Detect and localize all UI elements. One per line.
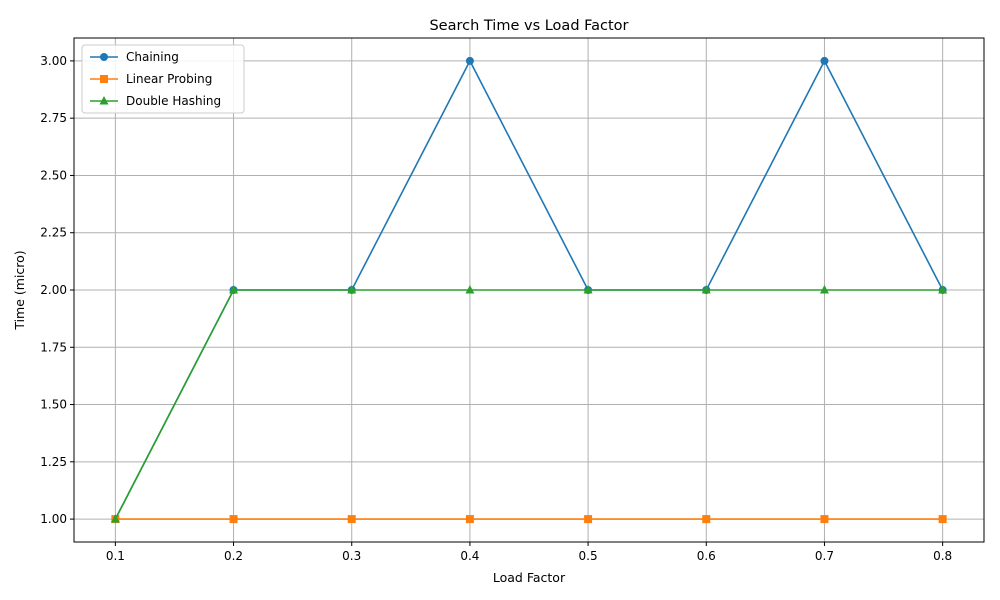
data-point-linear-probing: [229, 515, 238, 524]
y-tick-label: 1.50: [40, 398, 67, 412]
series-layer: [110, 56, 948, 524]
x-tick-label: 0.6: [697, 549, 716, 563]
data-point-double-hashing: [819, 285, 829, 294]
y-tick-label: 2.25: [40, 226, 67, 240]
y-axis: 1.00 1.25 1.50 1.75 2.00 2.25 2.50 2.75 3.00: [40, 54, 74, 526]
data-point-double-hashing: [938, 285, 948, 294]
series-linear-probing: [111, 515, 947, 524]
data-point-double-hashing: [701, 285, 711, 294]
y-tick-label: 2.75: [40, 111, 67, 125]
data-point-double-hashing: [347, 285, 357, 294]
x-axis-label: Load Factor: [493, 570, 566, 585]
data-point-double-hashing: [229, 285, 239, 294]
data-point-linear-probing: [465, 515, 474, 524]
data-point-double-hashing: [110, 514, 120, 523]
y-tick-label: 2.00: [40, 283, 67, 297]
legend-label-double-hashing: Double Hashing: [126, 94, 221, 108]
data-point-double-hashing: [465, 285, 475, 294]
legend-marker-linear-probing: [100, 75, 108, 83]
x-tick-label: 0.7: [815, 549, 834, 563]
x-tick-label: 0.5: [579, 549, 598, 563]
x-tick-label: 0.4: [460, 549, 479, 563]
legend-box: [81, 44, 245, 114]
legend-marker-chaining: [100, 53, 108, 61]
x-axis: 0.1 0.2 0.3 0.4 0.5 0.6 0.7 0.8: [106, 542, 952, 563]
series-line-double-hashing: [114, 289, 943, 520]
chart-title: Search Time vs Load Factor: [429, 18, 628, 34]
legend: Chaining Linear Probing Double Hashing: [81, 44, 245, 114]
data-point-linear-probing: [702, 515, 711, 524]
x-tick-label: 0.2: [224, 549, 243, 563]
data-point-chaining: [465, 56, 474, 65]
data-point-linear-probing: [820, 515, 829, 524]
y-axis-label: Time (micro): [12, 250, 27, 330]
series-double-hashing: [110, 285, 948, 523]
y-tick-label: 1.00: [40, 512, 67, 526]
y-tick-label: 1.75: [40, 340, 67, 354]
data-point-chaining: [820, 56, 829, 65]
x-tick-label: 0.3: [342, 549, 361, 563]
x-tick-label: 0.8: [933, 549, 952, 563]
legend-marker-double-hashing: [99, 96, 109, 105]
y-tick-label: 2.50: [40, 168, 67, 182]
data-point-linear-probing: [584, 515, 593, 524]
y-tick-label: 1.25: [40, 455, 67, 469]
data-point-linear-probing: [938, 515, 947, 524]
y-tick-label: 3.00: [40, 54, 67, 68]
legend-label-linear-probing: Linear Probing: [126, 72, 212, 86]
data-point-double-hashing: [583, 285, 593, 294]
x-tick-label: 0.1: [106, 549, 125, 563]
data-point-linear-probing: [347, 515, 356, 524]
legend-label-chaining: Chaining: [126, 50, 179, 64]
